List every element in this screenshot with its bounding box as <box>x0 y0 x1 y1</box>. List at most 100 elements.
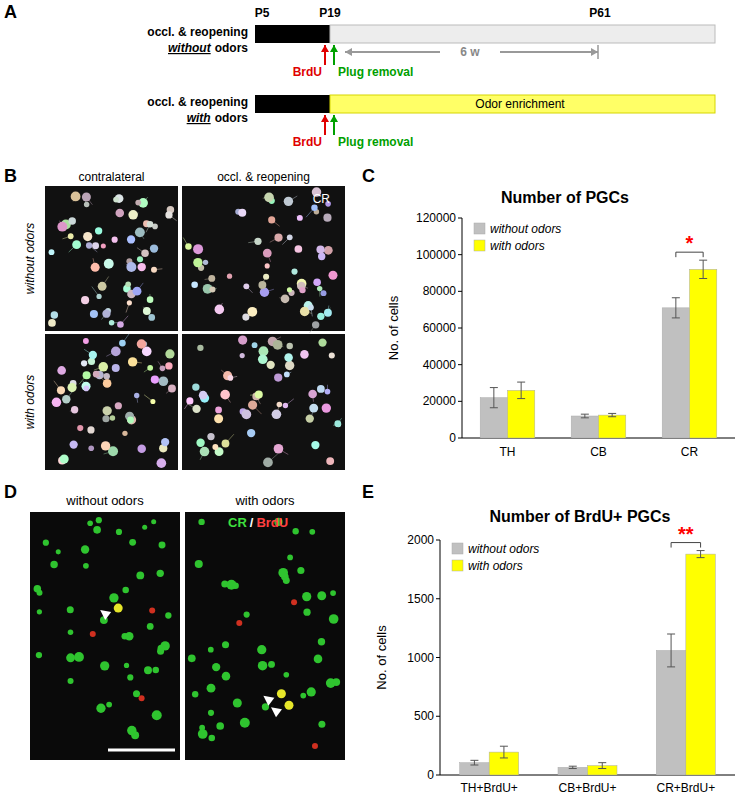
cell <box>77 425 83 431</box>
cell <box>152 710 162 720</box>
cell <box>72 240 81 249</box>
cell <box>255 390 263 398</box>
cell <box>81 545 89 553</box>
cell <box>165 612 171 618</box>
cell <box>322 403 331 412</box>
panel-label: D <box>4 482 17 502</box>
cell <box>83 232 92 241</box>
error-bar <box>667 634 675 667</box>
cell <box>238 336 247 345</box>
image-background <box>45 334 178 470</box>
tick <box>458 328 462 329</box>
cell <box>300 693 306 699</box>
cell <box>147 623 154 630</box>
cell <box>222 672 231 681</box>
tick-label: 1000 <box>407 651 434 665</box>
cell <box>208 275 215 282</box>
duration-arrow <box>500 51 598 53</box>
cell <box>102 415 109 422</box>
cell <box>127 726 136 735</box>
error-cap <box>667 666 675 667</box>
cell <box>283 672 289 678</box>
cell <box>197 345 203 351</box>
cell <box>252 342 258 348</box>
cell <box>317 385 325 393</box>
cell <box>329 614 339 624</box>
cell <box>52 398 62 408</box>
category-label: CB+BrdU+ <box>558 781 616 795</box>
category-label: CB <box>590 445 607 459</box>
column-label: with odors <box>234 493 295 508</box>
cell <box>151 375 159 383</box>
cell <box>258 354 268 364</box>
cell <box>238 209 246 217</box>
cell <box>233 699 242 708</box>
error-line <box>675 298 676 318</box>
error-cap <box>490 387 498 388</box>
axis-title: No. of cells <box>386 295 401 360</box>
period-bar <box>330 95 715 113</box>
arrowhead <box>100 610 111 620</box>
micrograph <box>30 512 180 760</box>
tick-label: 40000 <box>423 358 457 372</box>
cell <box>116 529 122 535</box>
cell <box>138 263 146 271</box>
cell <box>283 577 290 584</box>
cell <box>297 567 304 574</box>
image-background <box>182 334 345 470</box>
cell <box>160 365 166 371</box>
cell <box>60 454 69 463</box>
cell <box>96 517 102 523</box>
brdu-cell <box>291 599 297 605</box>
arrowhead <box>271 707 282 717</box>
cell <box>321 290 327 296</box>
panel-label: C <box>362 166 375 186</box>
cell <box>127 674 133 680</box>
row-label: occl. & reopening <box>147 25 248 39</box>
plot-area <box>480 260 717 438</box>
cell <box>274 444 284 454</box>
legend-swatch <box>474 223 485 234</box>
cell <box>265 263 270 268</box>
cell <box>67 383 76 392</box>
error-cap <box>517 382 525 383</box>
micrograph <box>45 186 178 331</box>
cell <box>71 406 78 413</box>
cell <box>207 433 214 440</box>
error-cap <box>608 416 616 417</box>
cell <box>223 371 232 380</box>
micrograph <box>182 186 345 333</box>
cell <box>188 654 196 662</box>
image-background <box>182 186 345 331</box>
cell <box>81 360 87 366</box>
cell <box>291 268 297 274</box>
cell <box>314 655 323 664</box>
error-cap <box>581 414 589 415</box>
condition: without <box>168 41 212 55</box>
brdu-arrow-head <box>321 45 329 52</box>
cell <box>227 274 232 279</box>
cell <box>192 405 200 413</box>
cell <box>87 520 93 526</box>
cell <box>240 353 245 358</box>
cell <box>37 590 43 596</box>
cell <box>49 249 55 255</box>
cell <box>68 678 74 684</box>
cell <box>92 242 99 249</box>
row-condition: withodors <box>187 111 249 125</box>
cell <box>96 294 101 299</box>
cell <box>209 735 216 742</box>
bar <box>460 763 490 775</box>
cell <box>147 221 154 228</box>
column-label: occl. & reopening <box>217 170 310 184</box>
cell <box>318 721 325 728</box>
cell <box>147 296 154 303</box>
cell <box>317 313 324 320</box>
cell <box>228 375 234 381</box>
tick <box>436 775 440 776</box>
cell <box>161 438 169 446</box>
error-bar <box>598 763 606 769</box>
category-label: TH+BrdU+ <box>460 781 517 795</box>
cell <box>151 267 157 273</box>
cell <box>198 519 204 525</box>
